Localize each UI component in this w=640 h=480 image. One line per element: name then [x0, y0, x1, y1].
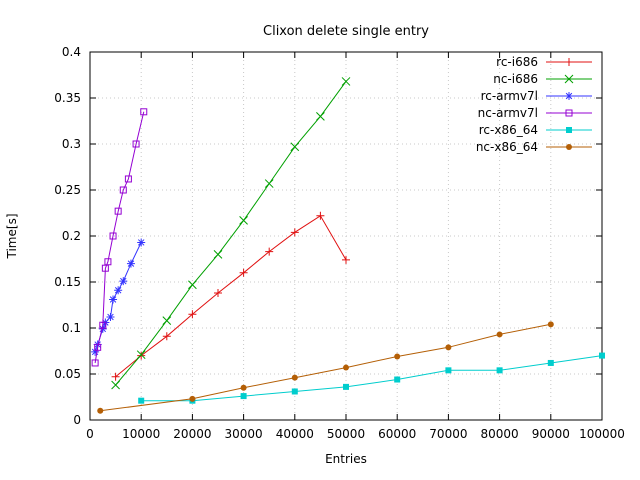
series-nc-armv7l [91, 108, 148, 367]
svg-text:nc-armv7l: nc-armv7l [478, 106, 538, 120]
svg-text:0.25: 0.25 [54, 183, 81, 197]
svg-text:rc-x86_64: rc-x86_64 [479, 123, 538, 137]
svg-text:0.05: 0.05 [54, 367, 81, 381]
chart-title: Clixon delete single entry [263, 24, 429, 39]
svg-text:40000: 40000 [276, 427, 314, 441]
series-nc-x86_64 [97, 321, 554, 414]
y-axis-label: Time[s] [5, 214, 19, 260]
legend: rc-i686 nc-i686 rc-armv7l nc-armv7l rc-x86_6… [476, 55, 592, 154]
svg-text:70000: 70000 [429, 427, 467, 441]
svg-text:10000: 10000 [122, 427, 160, 441]
svg-text:0.3: 0.3 [62, 137, 81, 151]
series-rc-armv7l [91, 238, 146, 356]
svg-text:rc-i686: rc-i686 [496, 55, 538, 69]
svg-text:0.1: 0.1 [62, 321, 81, 335]
svg-text:20000: 20000 [173, 427, 211, 441]
svg-text:nc-x86_64: nc-x86_64 [476, 140, 538, 154]
series-nc-i686 [111, 77, 351, 390]
svg-text:90000: 90000 [532, 427, 570, 441]
svg-text:rc-armv7l: rc-armv7l [481, 89, 538, 103]
svg-text:nc-i686: nc-i686 [493, 72, 538, 86]
y-tick-labels: 0 0.05 0.1 0.15 0.2 0.25 0.3 0.35 0.4 [54, 45, 81, 427]
svg-text:60000: 60000 [378, 427, 416, 441]
svg-text:0: 0 [73, 413, 81, 427]
svg-text:0.4: 0.4 [62, 45, 81, 59]
svg-text:30000: 30000 [225, 427, 263, 441]
x-axis-label: Entries [325, 452, 367, 466]
series-rc-i686 [111, 211, 350, 381]
svg-text:100000: 100000 [579, 427, 625, 441]
svg-text:0: 0 [86, 427, 94, 441]
svg-text:0.15: 0.15 [54, 275, 81, 289]
svg-text:0.35: 0.35 [54, 91, 81, 105]
svg-text:50000: 50000 [327, 427, 365, 441]
x-tick-labels: 0 10000 20000 30000 40000 50000 60000 70000 8000… [86, 427, 625, 441]
plot-border [89, 51, 603, 421]
svg-text:80000: 80000 [481, 427, 519, 441]
svg-text:0.2: 0.2 [62, 229, 81, 243]
